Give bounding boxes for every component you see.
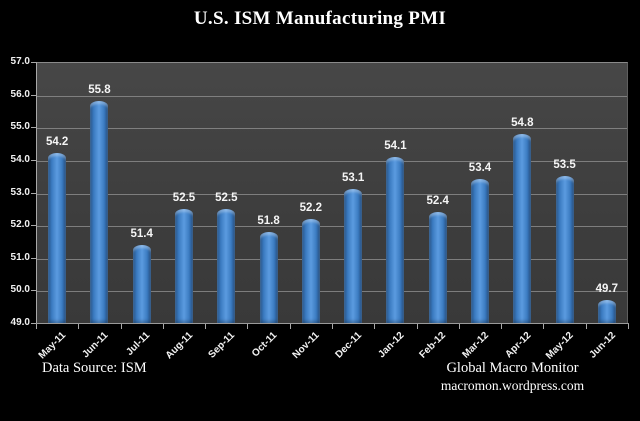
bar-value-label: 52.2 <box>299 201 323 214</box>
y-tick <box>31 323 36 324</box>
x-tick <box>289 324 291 329</box>
chart-title: U.S. ISM Manufacturing PMI <box>193 8 447 29</box>
x-tick-label: May-11 <box>36 330 68 362</box>
y-tick <box>31 62 36 63</box>
bar-value-label: 49.7 <box>595 283 619 296</box>
x-tick-label: Nov-11 <box>290 330 322 361</box>
x-tick <box>36 324 37 329</box>
y-tick-label: 49.0 <box>10 317 30 328</box>
y-tick-label: 51.0 <box>10 251 30 263</box>
y-tick-label: 56.0 <box>10 88 30 100</box>
bar-Sep-11 <box>217 208 236 323</box>
bar-value-label: 53.1 <box>341 172 365 185</box>
x-tick <box>585 324 587 329</box>
bar-May-11 <box>48 153 67 323</box>
x-tick-label: Apr-12 <box>502 330 534 361</box>
gridline <box>36 95 627 97</box>
y-tick-label: 52.0 <box>10 219 30 231</box>
y-tick <box>31 159 36 161</box>
x-tick-label: Mar-12 <box>460 330 491 361</box>
gridline <box>36 128 627 130</box>
bar-value-label: 54.1 <box>384 139 407 152</box>
y-tick <box>31 257 36 259</box>
gridline <box>36 193 627 195</box>
x-tick <box>78 324 80 329</box>
y-tick-label: 54.0 <box>10 153 30 165</box>
bar-value-label: 54.8 <box>511 116 534 129</box>
bar-Jun-12 <box>597 300 616 323</box>
bar-Dec-11 <box>344 189 363 323</box>
x-tick <box>501 324 503 329</box>
gridline <box>36 258 627 260</box>
bar-Aug-11 <box>175 208 193 323</box>
bar-value-label: 52.5 <box>215 191 238 204</box>
y-tick <box>31 127 36 129</box>
data-source-note: Data Source: ISM <box>42 360 147 376</box>
y-tick-label: 53.0 <box>10 186 30 198</box>
x-tick-label: Jun-11 <box>80 330 111 361</box>
credit-block: Global Macro Monitor macromon.wordpress.… <box>415 359 610 394</box>
x-tick <box>332 324 333 329</box>
bar-Nov-11 <box>301 218 320 323</box>
bar-value-label: 53.4 <box>468 162 492 175</box>
x-tick <box>543 324 545 329</box>
credit-line-1: Global Macro Monitor <box>446 360 579 376</box>
bar-Oct-11 <box>259 231 278 323</box>
x-tick <box>416 324 418 329</box>
y-tick <box>31 290 36 292</box>
bar-Feb-12 <box>428 212 447 323</box>
x-tick <box>162 324 164 329</box>
gridline <box>36 160 627 162</box>
x-tick <box>374 324 376 329</box>
bar-value-label: 53.5 <box>553 159 576 172</box>
plot-area <box>36 62 628 323</box>
x-tick-label: Sep-11 <box>206 330 238 361</box>
y-axis-line <box>36 62 37 323</box>
bar-May-12 <box>555 176 574 323</box>
x-tick-label: Feb-12 <box>417 330 449 361</box>
x-tick-label: Oct-11 <box>249 330 280 360</box>
y-tick <box>31 192 36 194</box>
x-tick-label: Jun-12 <box>587 330 618 361</box>
bar-Jun-11 <box>90 101 109 323</box>
y-tick <box>31 94 36 96</box>
bar-value-label: 52.4 <box>426 195 449 208</box>
x-tick <box>247 324 249 329</box>
x-tick <box>458 324 460 329</box>
bar-Jul-11 <box>132 244 151 323</box>
y-tick-label: 55.0 <box>10 121 30 133</box>
bar-Apr-12 <box>513 133 532 323</box>
x-axis-line <box>31 323 629 324</box>
x-tick-label: Jan-12 <box>376 330 407 361</box>
y-tick-label: 50.0 <box>10 284 30 296</box>
bar-Mar-12 <box>471 179 489 323</box>
x-tick <box>120 324 122 329</box>
bar-Jan-12 <box>386 156 405 323</box>
gridline <box>36 291 627 293</box>
y-tick-label: 57.0 <box>10 56 30 67</box>
x-tick <box>205 324 207 329</box>
bar-value-label: 54.2 <box>45 136 69 149</box>
bar-value-label: 55.8 <box>88 84 111 97</box>
x-tick-label: Aug-11 <box>163 330 195 362</box>
credit-line-2: macromon.wordpress.com <box>440 378 585 393</box>
bar-value-label: 51.4 <box>130 227 153 240</box>
bar-value-label: 52.5 <box>172 191 196 204</box>
gridline <box>36 226 627 228</box>
x-tick-label: May-12 <box>543 330 576 362</box>
x-tick-label: Dec-11 <box>333 330 364 361</box>
y-tick <box>31 225 36 227</box>
x-tick-label: Jul-11 <box>124 330 153 358</box>
x-tick <box>628 324 629 329</box>
bar-value-label: 51.8 <box>257 214 280 227</box>
